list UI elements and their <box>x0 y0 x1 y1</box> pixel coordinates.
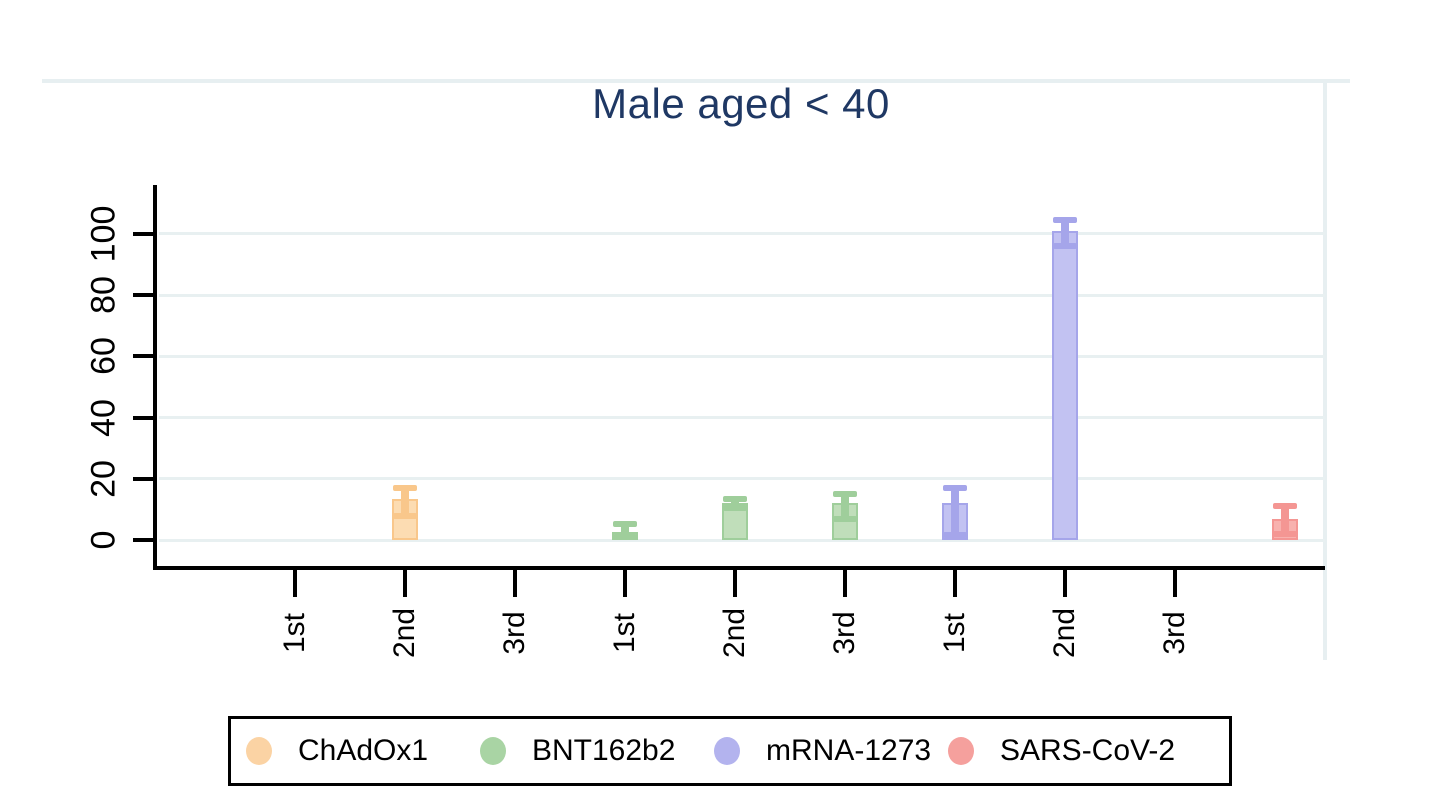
error-bar-stem <box>1281 506 1289 534</box>
error-bar-stem <box>951 487 959 536</box>
error-bar-cap <box>613 533 637 540</box>
bar <box>1052 230 1078 540</box>
x-tick-label: 3rd <box>1158 611 1191 655</box>
error-bar-cap <box>1053 243 1077 249</box>
y-tick <box>133 415 153 420</box>
y-tick <box>133 354 153 359</box>
y-tick <box>133 293 153 297</box>
legend-swatch-icon <box>246 737 272 765</box>
legend: ChAdOx1 BNT162b2 mRNA-1273 SARS-CoV-2 <box>228 716 1232 786</box>
legend-swatch-icon <box>480 737 506 765</box>
error-bar-cap <box>1273 530 1297 537</box>
x-tick-label: 3rd <box>498 611 531 655</box>
y-tick <box>133 231 153 236</box>
error-bar-cap <box>723 504 747 511</box>
x-tick <box>953 570 957 597</box>
x-tick <box>513 570 517 597</box>
legend-label: BNT162b2 <box>532 734 676 767</box>
x-tick-label: 2nd <box>1048 607 1081 659</box>
error-bar-cap <box>393 512 417 519</box>
error-bar-cap <box>833 515 857 522</box>
legend-item: BNT162b2 <box>480 719 675 783</box>
error-bar-cap <box>613 521 637 528</box>
legend-swatch-icon <box>714 737 740 765</box>
gridline <box>159 538 1325 542</box>
legend-label: ChAdOx1 <box>298 734 429 767</box>
y-tick-label: 40 <box>84 398 123 437</box>
x-tick <box>843 570 847 597</box>
x-tick <box>1063 570 1067 597</box>
x-tick-label: 3rd <box>828 611 861 655</box>
x-tick <box>623 570 627 597</box>
x-tick <box>403 570 407 597</box>
y-tick-label: 60 <box>84 337 123 376</box>
legend-item: mRNA-1273 <box>714 719 931 783</box>
y-tick-label: 80 <box>84 276 123 314</box>
x-tick <box>1173 570 1177 597</box>
y-tick-label: 0 <box>84 530 123 550</box>
error-bar-stem <box>1061 219 1069 246</box>
error-bar-cap <box>943 484 967 491</box>
x-tick <box>293 570 297 597</box>
gridline <box>159 477 1325 481</box>
gridline <box>159 416 1325 419</box>
legend-item: ChAdOx1 <box>246 719 428 783</box>
chart-title: Male aged < 40 <box>592 80 890 127</box>
y-axis-line <box>153 185 157 570</box>
error-bar-cap <box>943 532 967 539</box>
error-bar-stem <box>731 499 739 508</box>
gridline <box>159 232 1325 236</box>
error-bar-stem <box>841 494 849 519</box>
legend-swatch-icon <box>948 737 974 765</box>
y-tick <box>133 476 153 481</box>
error-bar-stem <box>621 524 629 537</box>
gridline <box>159 293 1325 297</box>
legend-label: SARS-CoV-2 <box>1000 734 1176 767</box>
error-bar-cap <box>1053 216 1077 223</box>
x-axis-line <box>153 566 1325 570</box>
y-tick <box>133 538 153 542</box>
error-bar-cap <box>1273 503 1297 510</box>
error-bar-cap <box>393 484 417 491</box>
legend-label: mRNA-1273 <box>766 734 932 767</box>
gridline <box>159 354 1325 358</box>
error-bar-cap <box>833 491 857 498</box>
y-tick-label: 20 <box>84 459 123 498</box>
plot-border-right <box>1323 79 1327 660</box>
legend-item: SARS-CoV-2 <box>948 719 1175 783</box>
x-tick-label: 1st <box>608 612 641 654</box>
error-bar-cap <box>723 496 747 503</box>
x-tick-label: 1st <box>278 612 311 654</box>
x-tick-label: 2nd <box>388 607 421 659</box>
x-tick-label: 1st <box>938 612 971 654</box>
y-tick-label: 100 <box>84 205 123 263</box>
error-bar-stem <box>401 487 409 516</box>
x-tick-label: 2nd <box>718 607 751 659</box>
bar <box>392 498 418 540</box>
plot-border-top <box>42 79 1350 83</box>
x-tick <box>733 570 737 597</box>
